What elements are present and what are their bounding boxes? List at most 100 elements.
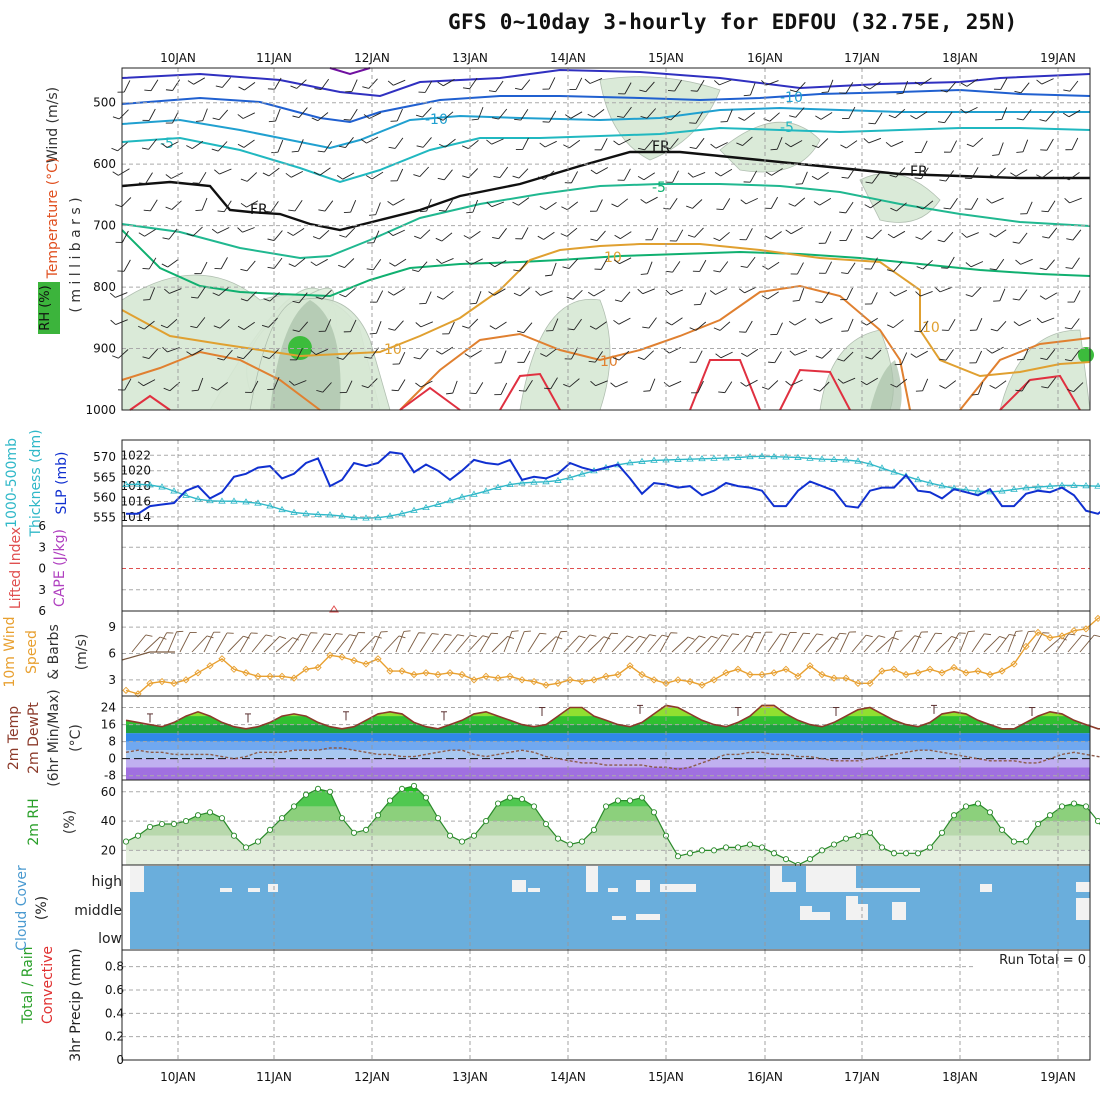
wind-barb (338, 258, 355, 268)
wind-barb (515, 227, 529, 240)
wind-barb (693, 292, 707, 306)
contour-line (121, 229, 1091, 298)
wind-barb (914, 320, 929, 333)
wind-barb (561, 201, 579, 211)
surface-wind-barb (779, 631, 797, 653)
wind-barb (969, 350, 983, 364)
wind-barb (196, 108, 208, 122)
cloud-cell (892, 902, 906, 920)
wind-barb (971, 381, 984, 396)
wind-barb (589, 199, 603, 212)
thickness-point (542, 478, 550, 485)
wind-barb (992, 142, 1004, 156)
wind-barb (569, 77, 583, 91)
slp-tick-label: 1014 (120, 510, 151, 524)
cloud-cell (512, 880, 526, 892)
y-tick-label: 1000 (85, 403, 116, 417)
wind-speed-point (626, 662, 634, 670)
wind-barb (161, 259, 179, 268)
wind-barb (187, 77, 206, 85)
wind-barb (1010, 169, 1028, 177)
date-label-bottom: 18JAN (942, 1070, 978, 1084)
wind-barb (564, 111, 583, 119)
rh-point (290, 803, 298, 810)
cloud-cell (528, 888, 540, 892)
thickness-tick-label: 555 (93, 511, 116, 525)
wind-barb (789, 107, 805, 118)
wind-barb (162, 228, 178, 240)
temp-band (126, 724, 1090, 734)
contour-line (399, 284, 911, 411)
thickness-point (686, 455, 694, 462)
wind-barb (590, 167, 609, 175)
surface-wind-barb (635, 634, 657, 653)
cloud-cell (980, 884, 992, 892)
wind-speed-point (854, 679, 862, 687)
thickness-point (890, 468, 898, 475)
rh-shade (519, 298, 611, 411)
cloud-cell (868, 888, 908, 892)
wind-speed-point (650, 676, 658, 684)
rh-point (374, 812, 382, 819)
wind-barb (865, 172, 881, 184)
wind-barb (288, 199, 303, 212)
rh-point (278, 815, 286, 822)
wind-barb (466, 199, 479, 214)
wind-barb (317, 140, 333, 153)
rh-point (386, 797, 394, 804)
surface-wind-barb (551, 630, 568, 653)
rh-point (806, 856, 814, 863)
surface-wind-barb (959, 630, 975, 653)
wind-barb (788, 197, 806, 207)
cloud-cell (782, 882, 796, 892)
wind-speed-point (746, 670, 754, 679)
cloud-cell (220, 888, 232, 892)
rh-legend-swatch (38, 282, 60, 334)
wind-barb (710, 142, 728, 149)
rh-point (614, 797, 622, 804)
wind-speed-point (1094, 614, 1100, 623)
wind-barb (614, 231, 632, 240)
surface-wind-barb (659, 632, 678, 653)
rh-point (746, 841, 754, 848)
panel-label: RH (%) (38, 285, 53, 330)
wind-barb (965, 286, 982, 297)
rh-point (146, 823, 154, 830)
wind-barb (138, 229, 156, 237)
rh-point (638, 794, 646, 801)
wind-barb (812, 138, 829, 148)
wind-barb (267, 257, 283, 269)
wind-barb (492, 228, 507, 240)
wind-speed-point (638, 670, 646, 679)
date-label-top: 15JAN (648, 51, 684, 65)
surface-wind-barb (911, 631, 929, 653)
wind-barb (471, 106, 484, 121)
thickness-point (1022, 484, 1030, 491)
wind-barb (740, 256, 756, 268)
wind-speed-point (506, 672, 514, 680)
cloud-layer-label: middle (74, 903, 122, 919)
wind-speed-point (278, 672, 286, 680)
rh-point (506, 794, 514, 801)
wind-barb (214, 168, 232, 175)
rh-point (950, 812, 958, 819)
wind-speed-point (158, 677, 166, 686)
rh-point (710, 847, 718, 854)
precip-tick-label: 0.2 (105, 1030, 124, 1044)
temp-tick-label: 0 (108, 752, 116, 766)
contour-line (121, 350, 321, 411)
wind-barb (864, 257, 878, 270)
surface-wind-barb (1019, 630, 1035, 653)
wind-barb (1062, 109, 1081, 118)
panel-label: Temperature (°C) (45, 158, 61, 280)
cloud-cell (806, 866, 856, 892)
wind-barb (1065, 257, 1080, 269)
wind-barb (186, 226, 203, 237)
thickness-point (998, 487, 1006, 494)
cloud-cell (586, 866, 598, 892)
wind-speed-point (986, 670, 994, 679)
cloud-cell (636, 914, 660, 920)
wind-speed-point (230, 665, 238, 673)
rh-point (482, 818, 490, 825)
wind-barb (863, 137, 882, 144)
